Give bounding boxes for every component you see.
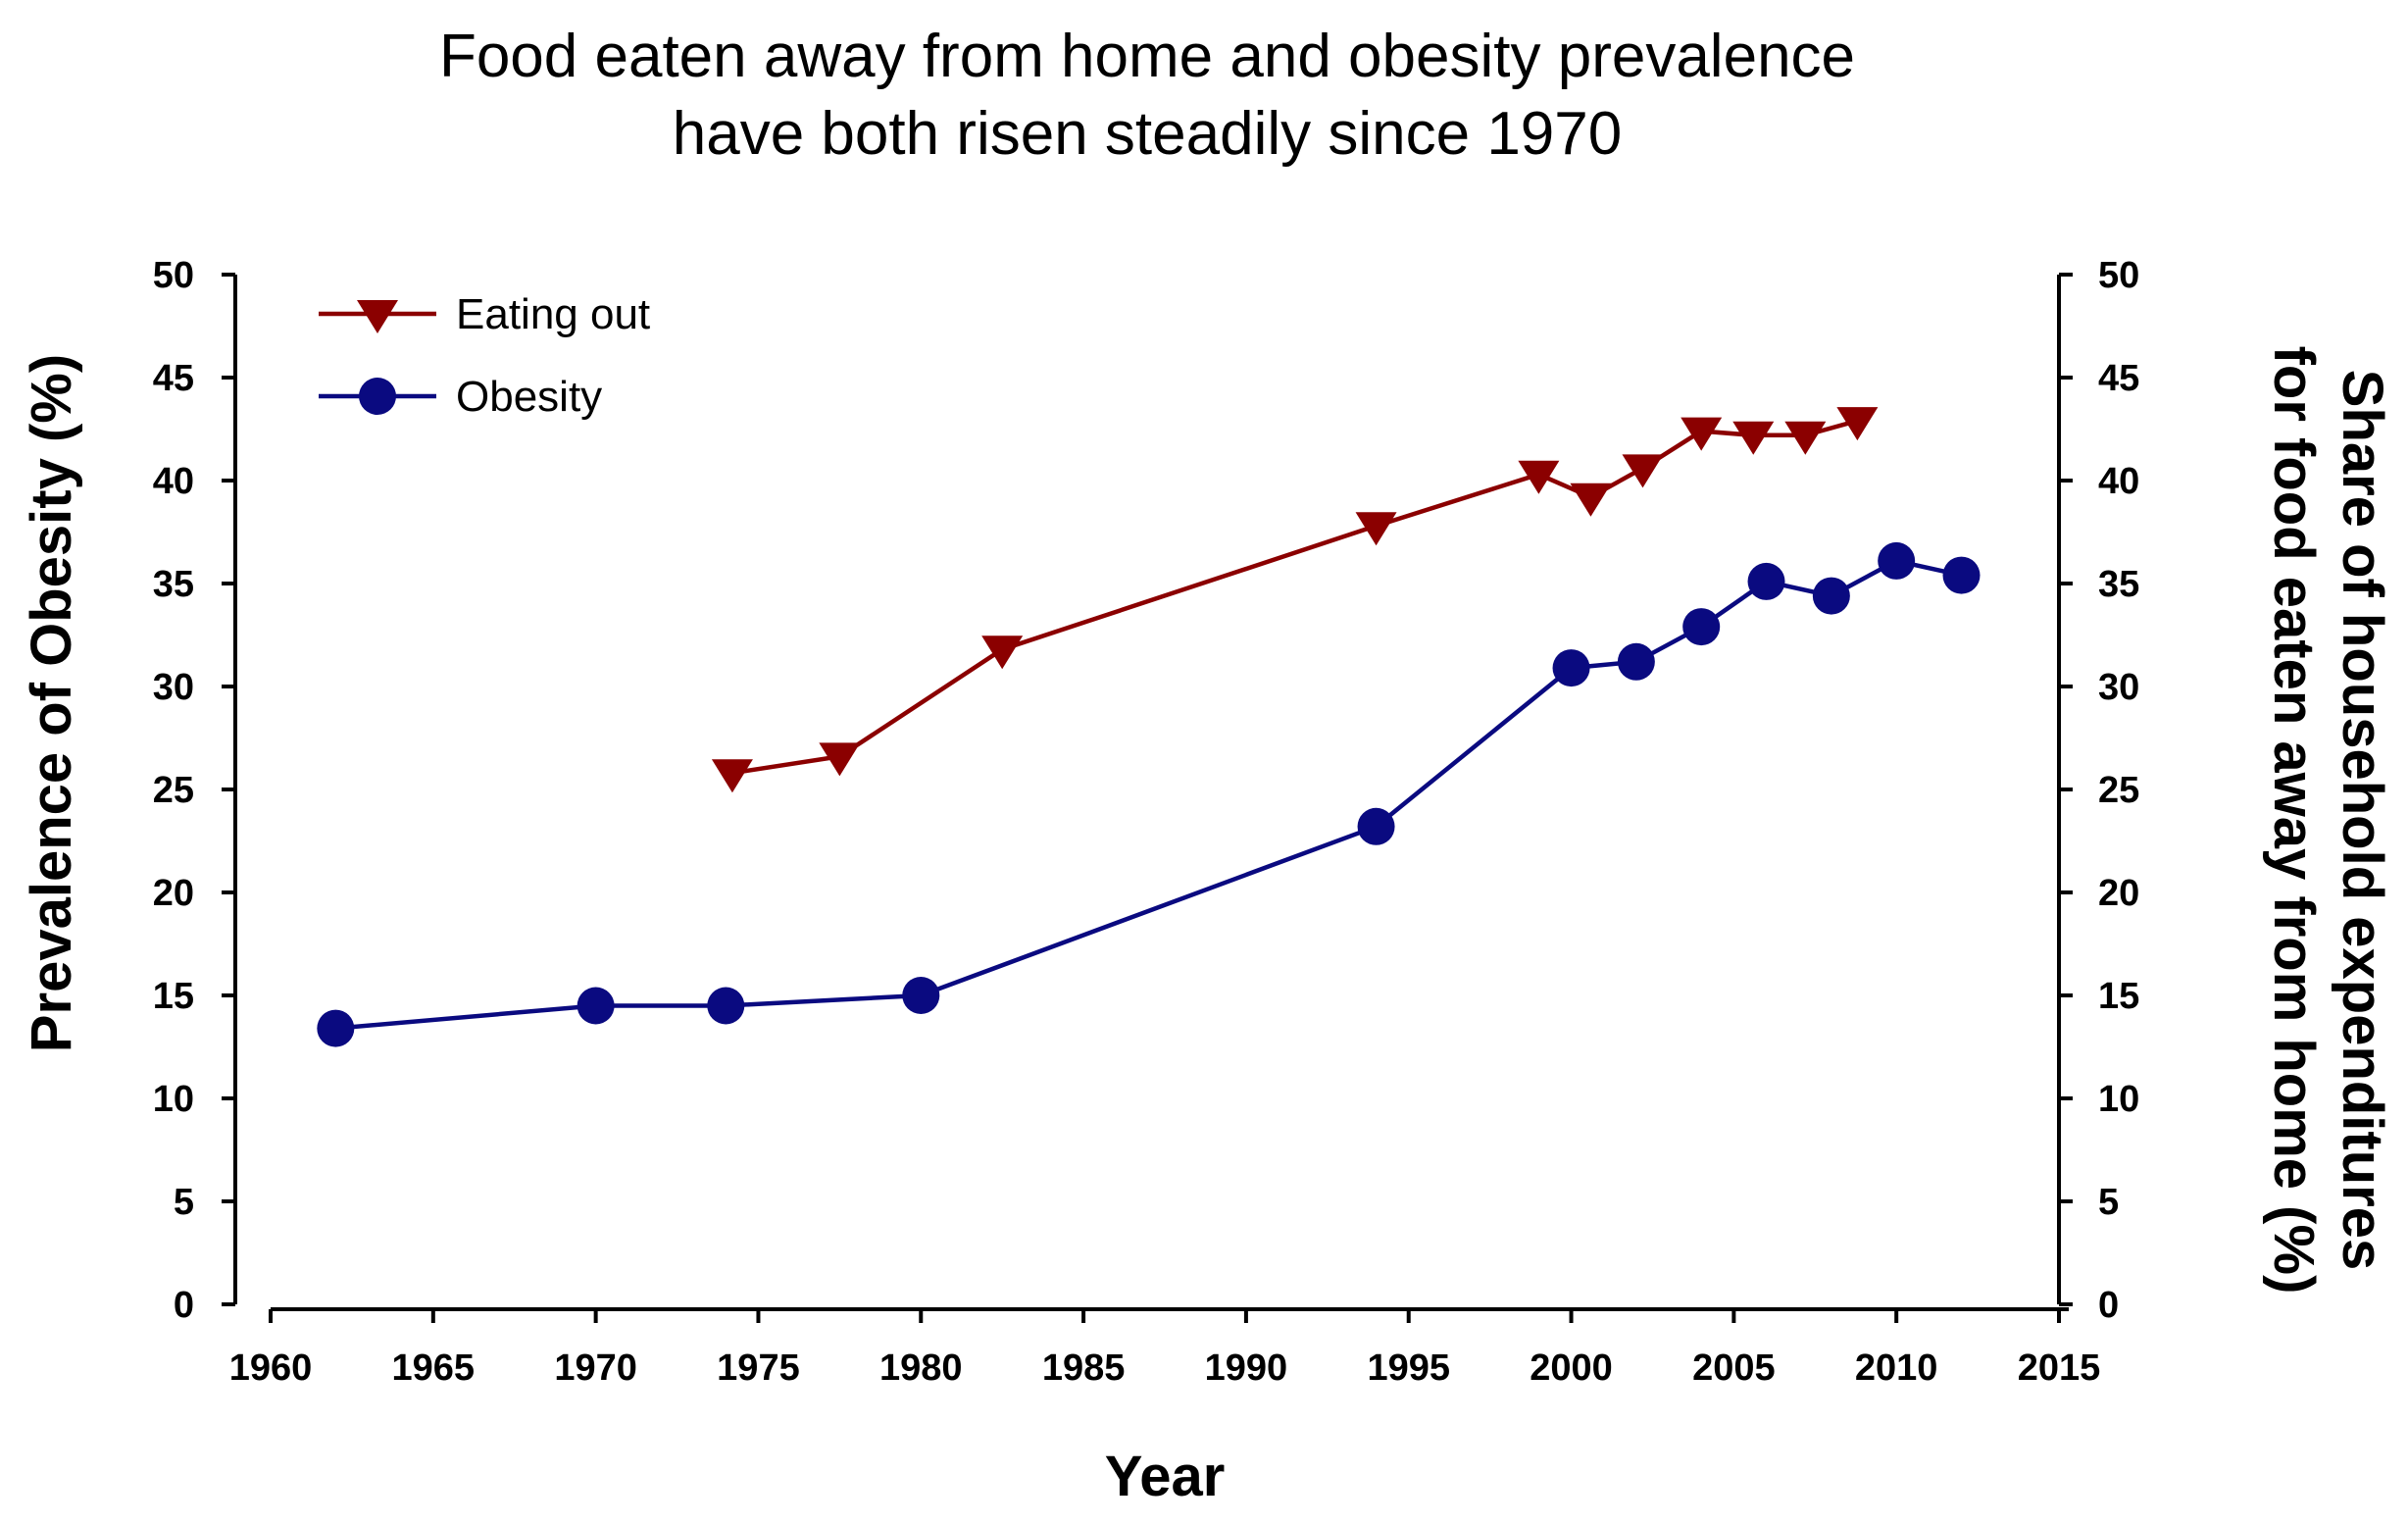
x-tick-label-1970: 1970 bbox=[554, 1347, 637, 1389]
y-axis-label-right-line-2: for food eaten away from home (%) bbox=[2262, 346, 2326, 1295]
data-point-0-10 bbox=[1836, 407, 1879, 441]
y-tick-label-left-40: 40 bbox=[153, 461, 194, 502]
chart-title-line-1: Food eaten away from home and obesity pr… bbox=[439, 23, 1855, 90]
legend-label-0: Eating out bbox=[456, 290, 650, 338]
y-tick-label-right-5: 5 bbox=[2098, 1182, 2119, 1223]
y-tick-label-left-30: 30 bbox=[153, 667, 194, 708]
chart-title-line-2: have both risen steadily since 1970 bbox=[673, 100, 1623, 168]
y-tick-label-left-5: 5 bbox=[174, 1182, 194, 1223]
data-point-1-5 bbox=[1552, 649, 1590, 687]
data-point-0-5 bbox=[1570, 483, 1612, 517]
data-point-1-11 bbox=[1942, 556, 1981, 594]
y-tick-label-right-45: 45 bbox=[2098, 358, 2139, 399]
x-tick-label-1980: 1980 bbox=[879, 1347, 963, 1389]
y-tick-label-right-25: 25 bbox=[2098, 770, 2139, 811]
x-tick-label-1985: 1985 bbox=[1042, 1347, 1126, 1389]
legend-label-1: Obesity bbox=[456, 373, 602, 421]
y-tick-label-left-25: 25 bbox=[153, 770, 194, 811]
data-point-0-3 bbox=[1355, 512, 1397, 546]
y-tick-label-right-35: 35 bbox=[2098, 564, 2139, 605]
data-point-1-6 bbox=[1617, 642, 1655, 681]
x-tick-label-1965: 1965 bbox=[392, 1347, 476, 1389]
x-tick-label-2005: 2005 bbox=[1692, 1347, 1776, 1389]
y-tick-label-left-0: 0 bbox=[174, 1285, 194, 1326]
y-tick-label-right-40: 40 bbox=[2098, 461, 2139, 502]
data-point-1-9 bbox=[1812, 577, 1850, 615]
y-tick-label-right-0: 0 bbox=[2098, 1285, 2119, 1326]
data-point-1-3 bbox=[902, 977, 940, 1014]
x-tick-label-1995: 1995 bbox=[1367, 1347, 1450, 1389]
x-tick-label-2010: 2010 bbox=[1855, 1347, 1938, 1389]
x-axis-label: Year bbox=[1105, 1445, 1226, 1508]
plot-axes bbox=[222, 273, 2073, 1323]
x-tick-label-1960: 1960 bbox=[229, 1347, 313, 1389]
data-point-0-1 bbox=[819, 742, 861, 777]
y-tick-label-left-45: 45 bbox=[153, 358, 194, 399]
legend: Eating out Obesity bbox=[319, 290, 650, 421]
y-tick-label-right-50: 50 bbox=[2098, 255, 2139, 296]
series-layer bbox=[317, 407, 1981, 1047]
y-tick-label-right-20: 20 bbox=[2098, 873, 2139, 914]
data-point-1-4 bbox=[1357, 807, 1395, 845]
legend-marker-1 bbox=[359, 378, 396, 415]
y-tick-label-left-20: 20 bbox=[153, 873, 194, 914]
data-point-0-4 bbox=[1518, 460, 1560, 494]
x-tick-label-1975: 1975 bbox=[717, 1347, 800, 1389]
y-axis-label-left: Prevalence of Obesity (%) bbox=[20, 354, 83, 1052]
data-point-1-7 bbox=[1682, 608, 1721, 646]
y-tick-label-right-15: 15 bbox=[2098, 976, 2139, 1017]
y-tick-label-left-35: 35 bbox=[153, 564, 194, 605]
y-tick-label-left-15: 15 bbox=[153, 976, 194, 1017]
y-tick-label-right-30: 30 bbox=[2098, 667, 2139, 708]
series-obesity bbox=[317, 541, 1981, 1047]
data-point-0-8 bbox=[1732, 421, 1775, 455]
x-tick-label-2015: 2015 bbox=[2018, 1347, 2101, 1389]
series-eating-out bbox=[711, 407, 1879, 793]
x-tick-label-2000: 2000 bbox=[1530, 1347, 1613, 1389]
legend-marker-0 bbox=[357, 300, 398, 333]
y-tick-label-left-50: 50 bbox=[153, 255, 194, 296]
data-point-1-2 bbox=[707, 987, 745, 1025]
tick-labels: 0 0 5 5 10 10 15 15 20 20 25 25 30 30 35 35 40 40 45 45 50 50… bbox=[153, 255, 2140, 1389]
data-point-1-1 bbox=[577, 987, 615, 1025]
data-point-0-7 bbox=[1681, 417, 1723, 451]
data-point-0-9 bbox=[1784, 421, 1827, 455]
y-axis-label-right-line-1: Share of household expenditures bbox=[2331, 370, 2394, 1270]
data-point-0-0 bbox=[711, 759, 753, 793]
data-point-1-10 bbox=[1878, 541, 1916, 580]
y-tick-label-right-10: 10 bbox=[2098, 1079, 2139, 1120]
x-tick-label-1990: 1990 bbox=[1205, 1347, 1288, 1389]
series-line-0 bbox=[731, 418, 1858, 776]
data-point-0-2 bbox=[981, 635, 1024, 670]
data-point-1-0 bbox=[317, 1009, 355, 1047]
data-point-1-8 bbox=[1747, 562, 1785, 600]
data-point-0-6 bbox=[1622, 454, 1664, 488]
y-tick-label-left-10: 10 bbox=[153, 1079, 194, 1120]
